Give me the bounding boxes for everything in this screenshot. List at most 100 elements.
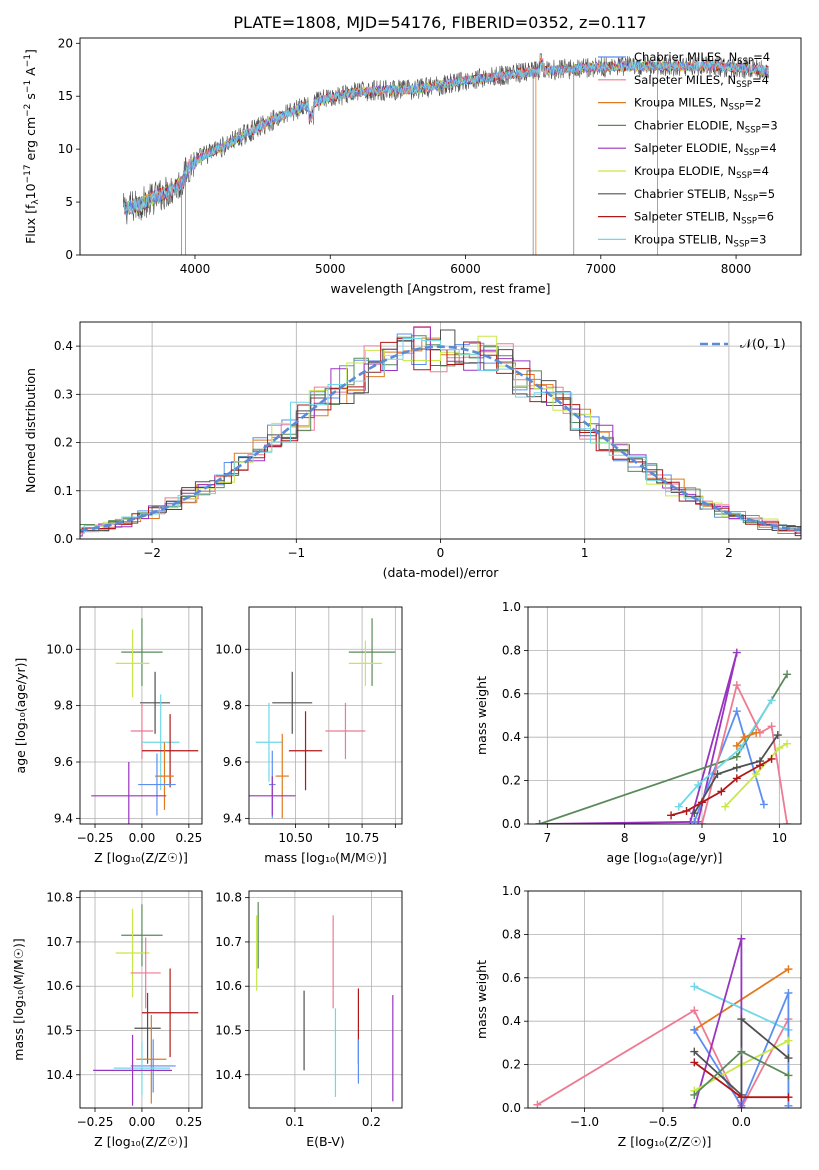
x-tick-label: −2 — [143, 546, 161, 560]
x-tick-label: 6000 — [450, 262, 481, 276]
y-tick-label: 9.8 — [54, 699, 73, 713]
weight-marker — [784, 965, 793, 974]
weight-marker — [732, 681, 741, 690]
x-tick-label: −1.0 — [570, 1115, 599, 1129]
y-tick-label: 10.6 — [215, 979, 242, 993]
weight-marker — [732, 648, 741, 657]
x-tick-label: 4000 — [180, 262, 211, 276]
plot-area — [533, 934, 793, 1108]
x-tick-label: −0.25 — [77, 831, 114, 845]
y-tick-label: 0.0 — [502, 1101, 521, 1115]
plot-area — [122, 53, 769, 255]
x-tick-label: −0.5 — [648, 1115, 677, 1129]
y-tick-label: 9.6 — [223, 755, 242, 769]
weight-marker — [767, 696, 776, 705]
weight-marker — [732, 774, 741, 783]
weight-marker — [690, 817, 699, 824]
age-vs-metallicity-panel: −0.25 0.00 0.25 9.4 9.6 9.8 10.0 Z [log₁₀(Z/Z☉)… — [13, 606, 203, 865]
legend-entry: Kroupa STELIB, NSSP=3 — [634, 232, 766, 249]
x-axis-label: Z [log₁₀(Z/Z☉)] — [618, 1134, 712, 1149]
y-tick-label: 0.4 — [502, 730, 521, 744]
y-tick-label: 10.5 — [46, 1024, 73, 1038]
x-tick-label: 0.25 — [176, 1115, 203, 1129]
weight-marker — [737, 1015, 746, 1024]
y-axis-label: mass weight — [474, 960, 489, 1039]
legend-entry: Salpeter STELIB, NSSP=6 — [634, 210, 774, 227]
weight-marker — [784, 988, 793, 997]
x-tick-label: 10.50 — [278, 831, 312, 845]
x-tick-label: −1 — [287, 546, 305, 560]
weight-marker — [773, 731, 782, 740]
y-tick-label: 10 — [58, 142, 73, 156]
y-tick-label: 9.6 — [54, 755, 73, 769]
y-tick-label: 1.0 — [502, 884, 521, 898]
weight-marker — [784, 1036, 793, 1045]
normal-curve — [80, 345, 801, 532]
y-tick-label: 1.0 — [502, 600, 521, 614]
weight-marker — [784, 1071, 793, 1080]
x-tick-label: 9 — [698, 831, 706, 845]
y-tick-label: 10.0 — [46, 642, 73, 656]
weight-marker — [690, 1104, 699, 1108]
weight-marker — [713, 770, 722, 779]
weight-marker — [690, 1058, 699, 1067]
y-tick-label: 0.4 — [502, 1014, 521, 1028]
y-tick-label: 10.7 — [46, 935, 73, 949]
legend-entry: Kroupa MILES, NSSP=2 — [634, 96, 761, 113]
legend-entry: Chabrier STELIB, NSSP=5 — [634, 187, 775, 204]
weight-marker — [721, 802, 730, 811]
spectrum-panel: 4000 5000 6000 7000 8000 0 5 10 15 20 wavelength [… — [23, 36, 802, 296]
weight-marker — [698, 798, 707, 807]
weight-marker — [717, 787, 726, 796]
weight-marker — [694, 780, 703, 789]
weight-marker — [767, 754, 776, 763]
age-vs-mass-panel: 10.50 10.75 9.4 9.6 9.8 10.0 mass [log₁₀(M/M☉)… — [215, 606, 403, 865]
x-axis-label: mass [log₁₀(M/M☉)] — [264, 850, 386, 865]
legend-entry: Kroupa ELODIE, NSSP=4 — [634, 164, 769, 181]
x-tick-label: 7 — [544, 831, 552, 845]
weight-marker — [667, 811, 676, 820]
x-tick-label: 10 — [772, 831, 787, 845]
y-tick-label: 10.0 — [215, 642, 242, 656]
y-tick-label: 0.6 — [502, 687, 521, 701]
y-tick-label: 0.2 — [502, 774, 521, 788]
y-axis-label: age [log₁₀(age/yr)] — [13, 658, 28, 774]
y-tick-label: 0.1 — [54, 484, 73, 498]
axes-frame — [79, 321, 802, 540]
x-tick-label: 8000 — [721, 262, 752, 276]
x-tick-label: 10.75 — [345, 831, 379, 845]
weight-marker — [783, 670, 792, 679]
x-tick-label: −0.25 — [77, 1115, 114, 1129]
weight-marker — [690, 1047, 699, 1056]
histogram-series — [80, 338, 801, 534]
x-tick-label: 2 — [725, 546, 733, 560]
residuals-panel: −2 −1 0 1 2 0.0 0.1 0.2 0.3 0.4 (data-model)/error… — [23, 321, 802, 580]
axes-frame — [79, 606, 203, 825]
y-tick-label: 10.6 — [46, 979, 73, 993]
legend-entry: 𝒩(0, 1) — [740, 336, 786, 351]
y-tick-label: 0.3 — [54, 387, 73, 401]
plot-area — [91, 618, 199, 824]
y-tick-label: 5 — [65, 195, 73, 209]
axes-frame — [79, 890, 203, 1109]
x-tick-label: 0.00 — [129, 831, 156, 845]
y-tick-label: 10.5 — [215, 1024, 242, 1038]
weight-marker — [674, 802, 683, 811]
mass-vs-metallicity-panel: −0.25 0.00 0.25 10.4 10.5 10.6 10.7 10.8 Z [log₁… — [11, 890, 203, 1149]
y-tick-label: 0.0 — [502, 817, 521, 831]
x-tick-label: 0.25 — [176, 831, 203, 845]
weight-marker — [698, 820, 707, 824]
weight-marker — [732, 707, 741, 716]
y-tick-label: 0.4 — [54, 339, 73, 353]
weight-line — [539, 673, 788, 824]
weight-marker — [690, 1090, 699, 1099]
y-tick-label: 0.2 — [54, 436, 73, 450]
weight-marker — [759, 800, 768, 809]
x-tick-label: 0.0 — [732, 1115, 751, 1129]
axes-frame — [527, 606, 802, 825]
axes-frame — [79, 37, 802, 256]
plot-area — [93, 904, 199, 1106]
y-axis-label: Normed distribution — [23, 368, 38, 493]
weight-marker — [533, 1100, 542, 1108]
